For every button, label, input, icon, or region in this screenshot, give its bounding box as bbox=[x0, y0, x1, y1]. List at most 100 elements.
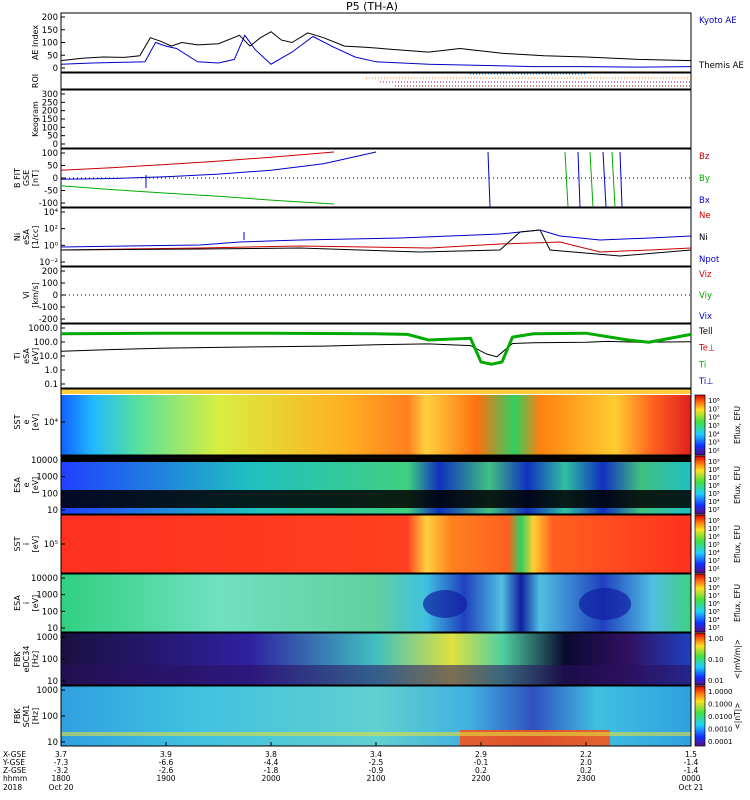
series-ae-kyoto-ae bbox=[60, 34, 692, 68]
x-tick-label: 0.2 bbox=[580, 766, 592, 775]
y-tick-label: 0.1 bbox=[44, 380, 58, 390]
y-tick-label: 10.0 bbox=[39, 352, 58, 362]
colorbar-cb_fbk_e bbox=[694, 632, 706, 686]
colorbar-tick: 10² bbox=[708, 565, 720, 573]
y-tick-label: 100.0 bbox=[34, 338, 58, 348]
colorbar-tick: 10² bbox=[708, 447, 720, 455]
y-axis-label: [1/cc] bbox=[31, 226, 40, 249]
colorbar-tick: 10⁵ bbox=[708, 541, 720, 549]
colorbar-tick: 10⁵ bbox=[708, 608, 720, 616]
colorbar-label: <|mV/m|> bbox=[733, 639, 742, 679]
roi-marks bbox=[366, 73, 691, 87]
sst-i-spectrogram bbox=[61, 515, 691, 573]
y-axis-label: [eV] bbox=[31, 348, 40, 365]
legend-entry: Ti⊥ bbox=[698, 377, 714, 387]
x-row-label: Y-GSE bbox=[2, 758, 25, 767]
y-tick-label: 1.0 bbox=[44, 366, 58, 376]
colorbar-tick: 10⁴ bbox=[708, 498, 720, 506]
x-row-label: Z-GSE bbox=[3, 766, 27, 775]
colorbar-tick: 10⁵ bbox=[708, 490, 720, 498]
y-tick-label: -100 bbox=[39, 303, 58, 313]
colorbar-tick: 10³ bbox=[708, 557, 720, 565]
x-axis-layer: 3.7-7.3-3.218003.9-6.6-2.619003.8-4.4-1.… bbox=[2, 742, 704, 792]
colorbar-tick: 0.0001 bbox=[708, 738, 733, 746]
y-axis-label: GSE bbox=[22, 170, 31, 186]
y-axis-label: eSA bbox=[22, 229, 31, 245]
x-row-label: X-GSE bbox=[3, 750, 26, 759]
legend-layer: Kyoto AE Themis AE Bz By Bx Ne Ni Npot Viz Viy Vix… bbox=[698, 16, 744, 387]
y-axis-label: ESA bbox=[13, 477, 22, 493]
y-tick-label: 10⁻² bbox=[39, 258, 58, 268]
colorbar-tick: 10⁷ bbox=[708, 525, 720, 533]
colorbar-cb_fbk_b bbox=[694, 685, 706, 747]
series-layer bbox=[60, 31, 692, 366]
series-temp-ti bbox=[60, 331, 692, 366]
fbk-e-lower-band bbox=[61, 665, 691, 685]
y-axis-label: e bbox=[22, 419, 31, 424]
roi-panel-frame bbox=[60, 72, 692, 90]
colorbar-label: Eflux, EFU bbox=[733, 584, 742, 622]
esa-e-black-band bbox=[61, 490, 691, 508]
x-tick-label: -4.4 bbox=[264, 758, 279, 767]
bfit-spikes bbox=[145, 151, 623, 208]
x-tick-label: -2.6 bbox=[159, 766, 174, 775]
date-year: 2018 bbox=[3, 783, 22, 792]
y-tick-label: 50 bbox=[47, 132, 58, 142]
x-tick-label: 2300 bbox=[576, 774, 595, 783]
x-tick-label: 3.8 bbox=[265, 750, 277, 759]
colorbar-cb_sst_i bbox=[694, 514, 706, 574]
legend-entry: Npot bbox=[699, 255, 720, 265]
y-axis-label: ESA bbox=[13, 595, 22, 611]
y-axis-label: [Hz] bbox=[31, 708, 40, 724]
colorbar-tick: 0.0010 bbox=[708, 726, 733, 734]
date-start-day: Oct 20 bbox=[49, 783, 74, 792]
y-tick-label: 1000 bbox=[36, 686, 58, 696]
y-axis-label: [Hz] bbox=[31, 651, 40, 667]
colorbar-tick: 0.10 bbox=[708, 656, 724, 664]
colorbar-tick: 0.0100 bbox=[708, 713, 733, 721]
colorbar-cb_sst_e bbox=[694, 394, 706, 456]
y-tick-label: 0 bbox=[53, 174, 58, 184]
y-axis-label: [km/s] bbox=[31, 282, 40, 308]
y-tick-label: 100 bbox=[42, 149, 58, 159]
date-end-day: Oct 21 bbox=[679, 783, 704, 792]
y-tick-label: 150 bbox=[42, 115, 58, 125]
x-tick-label: 3.7 bbox=[55, 750, 67, 759]
colorbar-tick: 10⁸ bbox=[708, 466, 720, 474]
legend-entry: Viy bbox=[699, 291, 712, 301]
x-tick-label: -2.5 bbox=[369, 758, 384, 767]
y-axis-label: FBK bbox=[13, 708, 22, 724]
legend-entry: Kyoto AE bbox=[699, 16, 737, 26]
y-tick-label: 10⁵ bbox=[44, 540, 58, 550]
y-tick-label: 10⁰ bbox=[44, 241, 59, 251]
panel-frames bbox=[60, 12, 692, 389]
y-tick-label: 100 bbox=[42, 123, 58, 133]
legend-entry: Vix bbox=[699, 312, 712, 322]
y-tick-label: 100 bbox=[42, 489, 58, 499]
x-tick-label: 0.2 bbox=[475, 766, 487, 775]
legend-entry: Bz bbox=[699, 152, 710, 162]
y-tick-label: 0 bbox=[53, 64, 58, 74]
colorbar-cb_esa_i bbox=[694, 573, 706, 633]
x-tick-label: -1.4 bbox=[684, 758, 699, 767]
y-axis-label: FBK bbox=[13, 651, 22, 667]
colorbar-tick: 1.0000 bbox=[708, 688, 733, 696]
colorbar-tick: 10⁷ bbox=[708, 405, 720, 413]
y-tick-label: 1000 bbox=[36, 591, 58, 601]
esa-e-top-band bbox=[61, 456, 691, 462]
series-bfit-bx bbox=[60, 151, 377, 180]
plot-title: P5 (TH-A) bbox=[346, 0, 398, 13]
y-axis-label: Ni bbox=[13, 233, 22, 241]
y-tick-label: -200 bbox=[39, 315, 58, 325]
y-tick-label: 100 bbox=[42, 607, 58, 617]
y-axis-label: [eV] bbox=[31, 536, 40, 553]
density-panel-frame bbox=[60, 207, 692, 267]
y-axis-label: e bbox=[22, 482, 31, 487]
legend-entry: Ti bbox=[698, 360, 706, 370]
y-axis-label: Vi bbox=[22, 291, 31, 299]
y-axis-label: [eV] bbox=[31, 414, 40, 431]
y-tick-label: 1000 bbox=[36, 473, 58, 483]
colorbar-tick: 10⁴ bbox=[708, 549, 720, 557]
y-tick-label: -100 bbox=[39, 199, 58, 209]
